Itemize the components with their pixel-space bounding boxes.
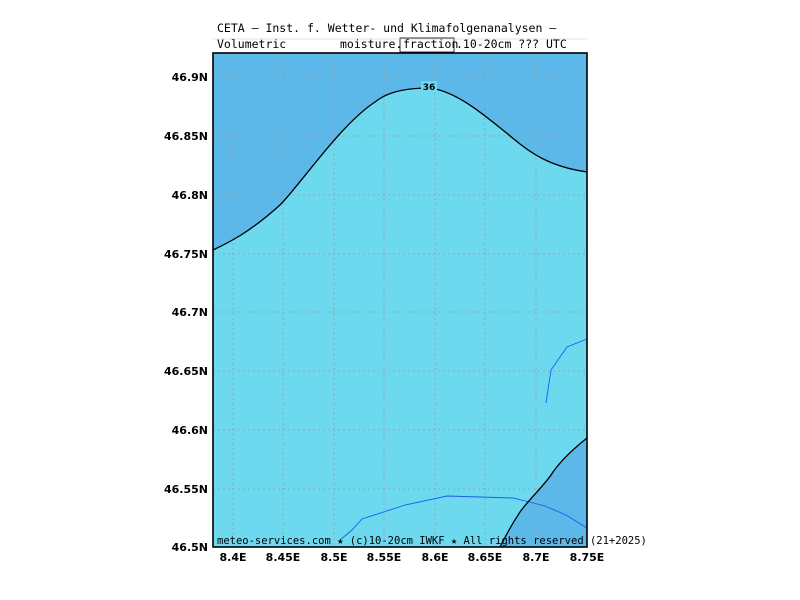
contour-label: 36	[423, 83, 436, 93]
latitude-axis: 46.9N 46.85N 46.8N 46.75N 46.7N 46.65N 46.6N 46…	[164, 71, 208, 554]
latitude-tick-label: 46.9N	[172, 71, 208, 84]
latitude-tick-label: 46.65N	[164, 365, 208, 378]
credit-text: meteo-services.com ★ (c)10-20cm IWKF ★ A…	[217, 535, 647, 547]
longitude-tick-label: 8.65E	[468, 551, 503, 564]
river-line-east	[545, 338, 588, 404]
longitude-tick-label: 8.6E	[421, 551, 448, 564]
parameter-unit: fraction	[403, 37, 458, 51]
map-title: CETA — Inst. f. Wetter- und Klimafolgena…	[217, 21, 556, 35]
longitude-tick-label: 8.55E	[367, 551, 402, 564]
longitude-tick-label: 8.7E	[522, 551, 549, 564]
contour-line-north	[212, 87, 588, 251]
contour-line-southeast	[499, 437, 588, 548]
high-moisture-region-north	[213, 53, 587, 250]
latitude-tick-label: 46.55N	[164, 483, 208, 496]
contour-label-bg	[421, 81, 437, 91]
longitude-axis: 8.4E 8.45E 8.5E 8.55E 8.6E 8.65E 8.7E 8.75E	[219, 551, 604, 564]
parameter-unit-prefix: moisture.	[340, 37, 402, 51]
high-moisture-region-southeast	[500, 438, 587, 547]
parameter-name: Volumetric	[217, 37, 286, 51]
river-line-south	[339, 495, 588, 541]
longitude-tick-label: 8.5E	[320, 551, 347, 564]
latitude-tick-label: 46.7N	[172, 306, 208, 319]
longitude-tick-label: 8.4E	[219, 551, 246, 564]
latitude-tick-label: 46.8N	[172, 189, 208, 202]
longitude-tick-label: 8.45E	[266, 551, 301, 564]
unit-box	[399, 37, 455, 53]
longitude-tick-label: 8.75E	[570, 551, 605, 564]
latitude-tick-label: 46.6N	[172, 424, 208, 437]
map-frame	[212, 52, 588, 548]
parameter-level-time: .10-20cm ??? UTC	[456, 37, 567, 51]
latitude-tick-label: 46.5N	[172, 541, 208, 554]
grid-lines	[213, 53, 587, 547]
latitude-tick-label: 46.85N	[164, 130, 208, 143]
plot-area: 36 meteo-services.com ★ (c)10-20cm IWKF …	[212, 52, 647, 548]
latitude-tick-label: 46.75N	[164, 248, 208, 261]
